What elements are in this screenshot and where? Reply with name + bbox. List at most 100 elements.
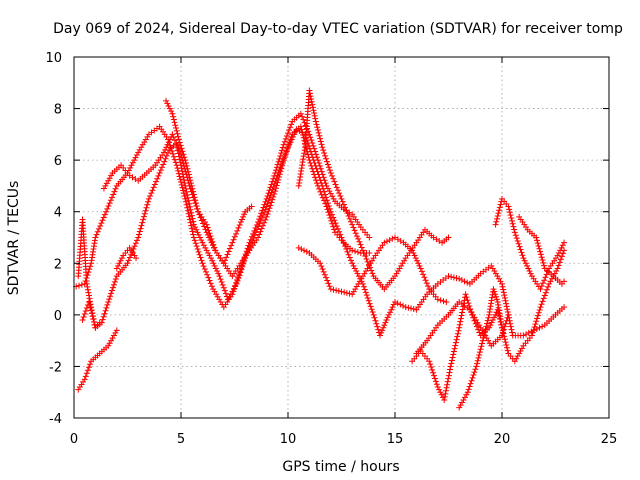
data-point <box>352 248 359 255</box>
data-point <box>503 303 510 310</box>
data-point <box>444 381 451 388</box>
data-point <box>481 331 488 338</box>
data-point <box>460 396 467 403</box>
data-point <box>473 363 480 370</box>
data-point <box>163 97 170 104</box>
data-point <box>109 287 116 294</box>
data-point <box>483 323 490 330</box>
data-point <box>280 141 287 148</box>
data-point <box>85 364 92 371</box>
data-point <box>176 149 183 156</box>
data-point <box>83 280 90 287</box>
data-point <box>313 121 320 128</box>
data-point <box>367 303 374 310</box>
data-point <box>352 230 359 237</box>
data-point <box>332 220 339 227</box>
y-tick-label: 6 <box>54 154 62 169</box>
data-point <box>187 219 194 226</box>
data-point <box>126 254 133 261</box>
data-point <box>319 144 326 151</box>
data-point <box>349 260 356 267</box>
data-point <box>217 276 224 283</box>
data-point <box>361 250 368 257</box>
data-point <box>561 239 568 246</box>
data-point <box>501 333 508 340</box>
data-point <box>268 189 275 196</box>
data-point <box>201 266 208 273</box>
data-point <box>270 193 277 200</box>
data-point <box>515 240 522 247</box>
data-point <box>457 315 464 322</box>
data-point <box>169 110 176 117</box>
data-point <box>490 286 497 293</box>
data-point <box>81 376 88 383</box>
data-point <box>539 323 546 330</box>
y-tick-label: 10 <box>45 51 62 66</box>
data-point <box>103 180 110 187</box>
data-point <box>140 216 147 223</box>
data-point <box>124 260 131 267</box>
data-point <box>105 342 112 349</box>
data-point <box>476 349 483 356</box>
data-point <box>484 317 491 324</box>
data-point <box>274 179 281 186</box>
data-point <box>500 330 507 337</box>
data-point <box>107 293 114 300</box>
data-point <box>305 154 312 161</box>
data-point <box>467 380 474 387</box>
data-point <box>112 185 119 192</box>
data-point <box>514 353 521 360</box>
data-point <box>394 300 401 307</box>
data-point <box>525 265 532 272</box>
data-point <box>200 220 207 227</box>
data-point <box>269 186 276 193</box>
data-point <box>383 317 390 324</box>
data-point <box>325 164 332 171</box>
data-point <box>232 283 239 290</box>
data-point <box>450 351 457 358</box>
data-point <box>164 100 171 107</box>
data-point <box>137 225 144 232</box>
data-point <box>233 230 240 237</box>
data-point <box>507 323 514 330</box>
data-point <box>488 319 495 326</box>
data-point <box>96 319 103 326</box>
data-point <box>210 260 217 267</box>
data-point <box>353 268 360 275</box>
data-point <box>328 217 335 224</box>
data-point <box>334 187 341 194</box>
data-point <box>158 164 165 171</box>
data-point <box>252 229 259 236</box>
data-point <box>144 201 151 208</box>
data-point <box>319 194 326 201</box>
data-point <box>199 239 206 246</box>
data-point <box>105 177 112 184</box>
data-point <box>222 290 229 297</box>
data-point <box>191 237 198 244</box>
data-point <box>534 315 541 322</box>
data-point <box>272 188 279 195</box>
data-point <box>88 307 95 314</box>
data-point <box>491 288 498 295</box>
data-point <box>255 234 262 241</box>
data-point <box>222 257 229 264</box>
data-point <box>197 254 204 261</box>
data-point <box>501 292 508 299</box>
data-point <box>192 224 199 231</box>
data-point <box>324 161 331 168</box>
data-point <box>521 257 528 264</box>
data-point <box>320 147 327 154</box>
data-point <box>405 304 412 311</box>
data-point <box>335 288 342 295</box>
data-point <box>555 249 562 256</box>
data-point <box>445 273 452 280</box>
data-point <box>308 162 315 169</box>
data-point <box>106 200 113 207</box>
data-point <box>85 289 92 296</box>
data-point <box>248 203 255 210</box>
data-point <box>190 218 197 225</box>
data-point <box>469 374 476 381</box>
data-point <box>100 214 107 221</box>
data-point <box>169 131 176 138</box>
data-point <box>368 267 375 274</box>
